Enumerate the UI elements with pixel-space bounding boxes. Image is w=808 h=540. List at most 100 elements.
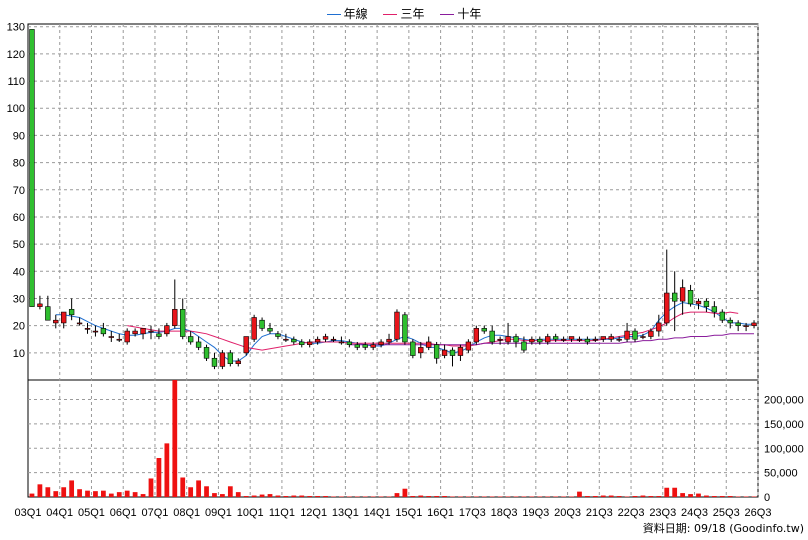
volume-bar — [188, 487, 194, 497]
volume-tick-label: 50,000 — [764, 468, 798, 480]
candle-body — [632, 330, 638, 340]
candle — [68, 298, 75, 321]
candle — [521, 336, 527, 353]
candle-body — [211, 357, 218, 367]
x-tick-label: 17Q3 — [459, 507, 486, 519]
x-tick-label: 10Q1 — [237, 507, 264, 519]
volume-bar — [148, 478, 154, 497]
candle — [640, 333, 646, 340]
volume-bar — [61, 487, 67, 497]
candle — [672, 271, 678, 332]
candle — [180, 298, 186, 340]
candle-body — [148, 330, 154, 333]
candle-body — [100, 328, 107, 335]
candle — [608, 333, 614, 342]
candle-body — [719, 311, 725, 321]
volume-bar — [585, 496, 590, 497]
volume-bar — [156, 458, 162, 497]
volume-bar — [259, 494, 265, 497]
candle-body — [330, 338, 337, 341]
candle-body — [29, 29, 35, 307]
volume-bar — [656, 496, 662, 497]
volume-bar — [315, 496, 320, 497]
x-tick-label: 16Q1 — [427, 507, 454, 519]
candle-body — [132, 330, 138, 335]
x-tick-label: 21Q3 — [586, 507, 613, 519]
candle — [164, 322, 170, 337]
chart-legend: 年線 三年 十年 — [0, 5, 808, 22]
candle — [243, 336, 249, 356]
candle — [92, 325, 99, 337]
price-tick-label: 50 — [13, 239, 25, 251]
candle — [235, 358, 241, 367]
price-tick-label: 20 — [13, 321, 25, 333]
candle-body — [124, 330, 130, 343]
volume-bar — [323, 496, 328, 497]
candle — [552, 333, 559, 342]
x-tick-label: 14Q1 — [364, 507, 391, 519]
candle — [473, 325, 479, 345]
candle-body — [275, 333, 281, 337]
candle-body — [418, 347, 424, 354]
candle — [457, 344, 464, 361]
candle — [433, 341, 440, 364]
candle — [727, 317, 733, 329]
candle-body — [346, 341, 353, 345]
volume-bar — [101, 490, 106, 497]
volume-bar — [632, 496, 638, 497]
legend-item-ten-year: 十年 — [440, 5, 481, 22]
candle-body — [116, 338, 122, 341]
legend-label-three-year: 三年 — [400, 7, 425, 21]
candle-body — [648, 330, 654, 337]
volume-bar — [132, 492, 138, 497]
x-tick-label: 26Q3 — [745, 507, 772, 519]
volume-bar — [227, 486, 233, 497]
price-tick-label: 60 — [13, 212, 25, 224]
candle — [664, 249, 670, 326]
volume-bar — [85, 490, 90, 497]
price-tick-label: 130 — [7, 22, 25, 34]
candle — [314, 336, 321, 345]
candle-body — [227, 352, 234, 364]
volume-bar — [577, 491, 582, 497]
candle-body — [497, 338, 503, 341]
candle-body — [259, 319, 265, 329]
x-tick-label: 07Q1 — [141, 507, 168, 519]
candle — [322, 333, 329, 342]
candle — [37, 295, 43, 310]
volume-bar — [267, 494, 273, 497]
candle — [751, 320, 757, 329]
candle-body — [513, 336, 519, 343]
candle — [259, 317, 265, 332]
candle — [513, 333, 519, 348]
candle — [600, 336, 606, 342]
candle-body — [354, 344, 360, 348]
candle — [108, 331, 114, 342]
candle — [187, 331, 194, 345]
volume-bar — [291, 495, 297, 497]
candle — [505, 322, 511, 345]
x-tick-label: 11Q1 — [269, 507, 295, 519]
candle-body — [172, 309, 178, 326]
x-tick-label: 20Q3 — [554, 507, 581, 519]
volume-bar — [394, 493, 400, 497]
x-tick-label: 23Q3 — [649, 507, 676, 519]
volume-bar — [275, 495, 281, 497]
volume-bar — [164, 443, 170, 497]
candle-body — [180, 309, 186, 337]
price-tick-label: 120 — [7, 49, 25, 61]
legend-swatch-three-year — [383, 14, 398, 15]
candle — [370, 341, 376, 351]
volume-bar — [116, 492, 122, 497]
candle-body — [164, 325, 170, 335]
candle — [148, 325, 154, 340]
candle — [465, 339, 472, 353]
candle-body — [616, 338, 622, 341]
candle-body — [322, 336, 329, 340]
candle — [124, 328, 130, 345]
candle-body — [378, 341, 384, 345]
candle-body — [624, 330, 630, 340]
volume-bar — [299, 495, 305, 497]
candle-body — [521, 341, 527, 351]
